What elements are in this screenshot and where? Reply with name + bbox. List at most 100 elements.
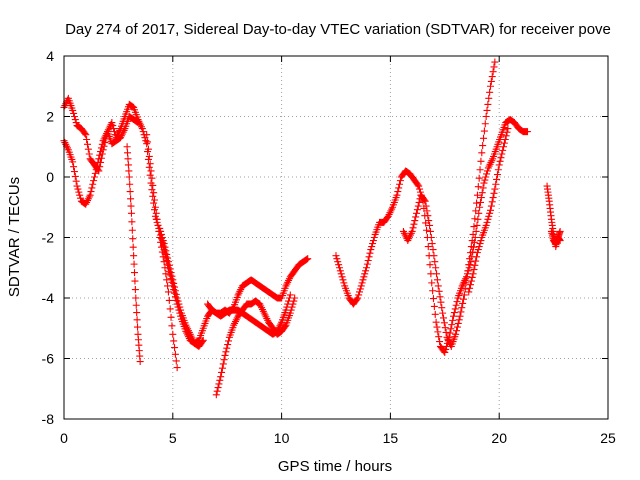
y-tick-label: 0 [46,169,54,185]
data-point [143,140,151,148]
data-point [132,301,140,309]
data-point [428,279,436,287]
data-point [486,88,494,96]
data-point [362,264,370,272]
data-point [426,261,434,269]
series-h [332,116,531,356]
data-point [365,253,373,261]
data-point [164,288,172,296]
data-point [366,249,374,257]
data-point [414,202,422,210]
y-axis-label: SDTVAR / TECUs [6,177,23,297]
data-point [472,207,480,215]
data-point [136,358,144,366]
data-point [162,270,170,278]
data-point [108,119,116,127]
data-point [474,246,482,254]
data-point [124,161,132,169]
x-tick-label: 10 [274,430,290,446]
data-point [123,143,131,151]
data-point [479,184,487,192]
data-point [473,199,481,207]
data-point [501,135,509,143]
data-point [488,198,496,206]
data-point [481,120,489,128]
data-point [163,276,171,284]
data-point [165,261,173,269]
data-point [212,391,220,399]
data-point [480,134,488,142]
data-point [364,256,372,264]
data-point [130,252,138,260]
data-point [480,127,488,135]
data-point [93,162,101,170]
data-point [484,100,492,108]
data-point [138,125,146,133]
data-point [486,209,494,217]
data-point [73,182,81,190]
data-point [454,319,462,327]
data-point [471,261,479,269]
data-point [216,376,224,384]
data-point [354,294,362,302]
data-point [94,158,102,166]
data-point [159,237,167,245]
data-point [447,325,455,333]
data-point [130,260,138,268]
data-point [302,256,310,264]
series-c [123,143,144,366]
data-point [81,129,89,137]
data-point [441,324,449,332]
data-point [172,290,180,298]
data-point [489,68,497,76]
data-point [150,189,158,197]
data-point [132,117,140,125]
data-point [143,131,151,139]
data-point [353,295,361,303]
y-tick-label: 4 [46,48,54,64]
data-point [430,302,438,310]
data-point [490,63,498,71]
data-point [124,149,132,157]
data-point [83,135,91,143]
data-point [125,167,133,175]
data-point [436,338,444,346]
data-point [497,154,505,162]
data-point [461,285,469,293]
data-point [433,323,441,331]
data-point [446,329,454,337]
data-point [493,175,501,183]
data-point [434,328,442,336]
data-point [174,297,182,305]
x-tick-label: 25 [600,430,616,446]
data-point [409,224,417,232]
data-point [139,128,147,136]
data-point [165,296,173,304]
data-point [442,328,450,336]
y-tick-label: 2 [46,109,54,125]
data-point [479,142,487,150]
data-point [467,277,475,285]
y-tick-label: -4 [42,290,55,306]
data-point [462,279,470,287]
data-point [338,273,346,281]
data-point [465,261,473,269]
data-point [487,202,495,210]
x-tick-label: 20 [491,430,507,446]
data-point [166,305,174,313]
data-point [127,202,135,210]
y-tick-label: -8 [42,411,55,427]
data-point [456,312,464,320]
data-point [70,109,78,117]
data-point [286,309,294,317]
data-point [485,212,493,220]
data-point [483,106,491,114]
data-point [428,240,436,248]
data-point [162,247,170,255]
data-point [333,255,341,263]
data-point [415,198,423,206]
data-point [286,291,294,299]
data-point [148,186,156,194]
data-point [76,191,84,199]
y-tick-label: -6 [42,351,55,367]
